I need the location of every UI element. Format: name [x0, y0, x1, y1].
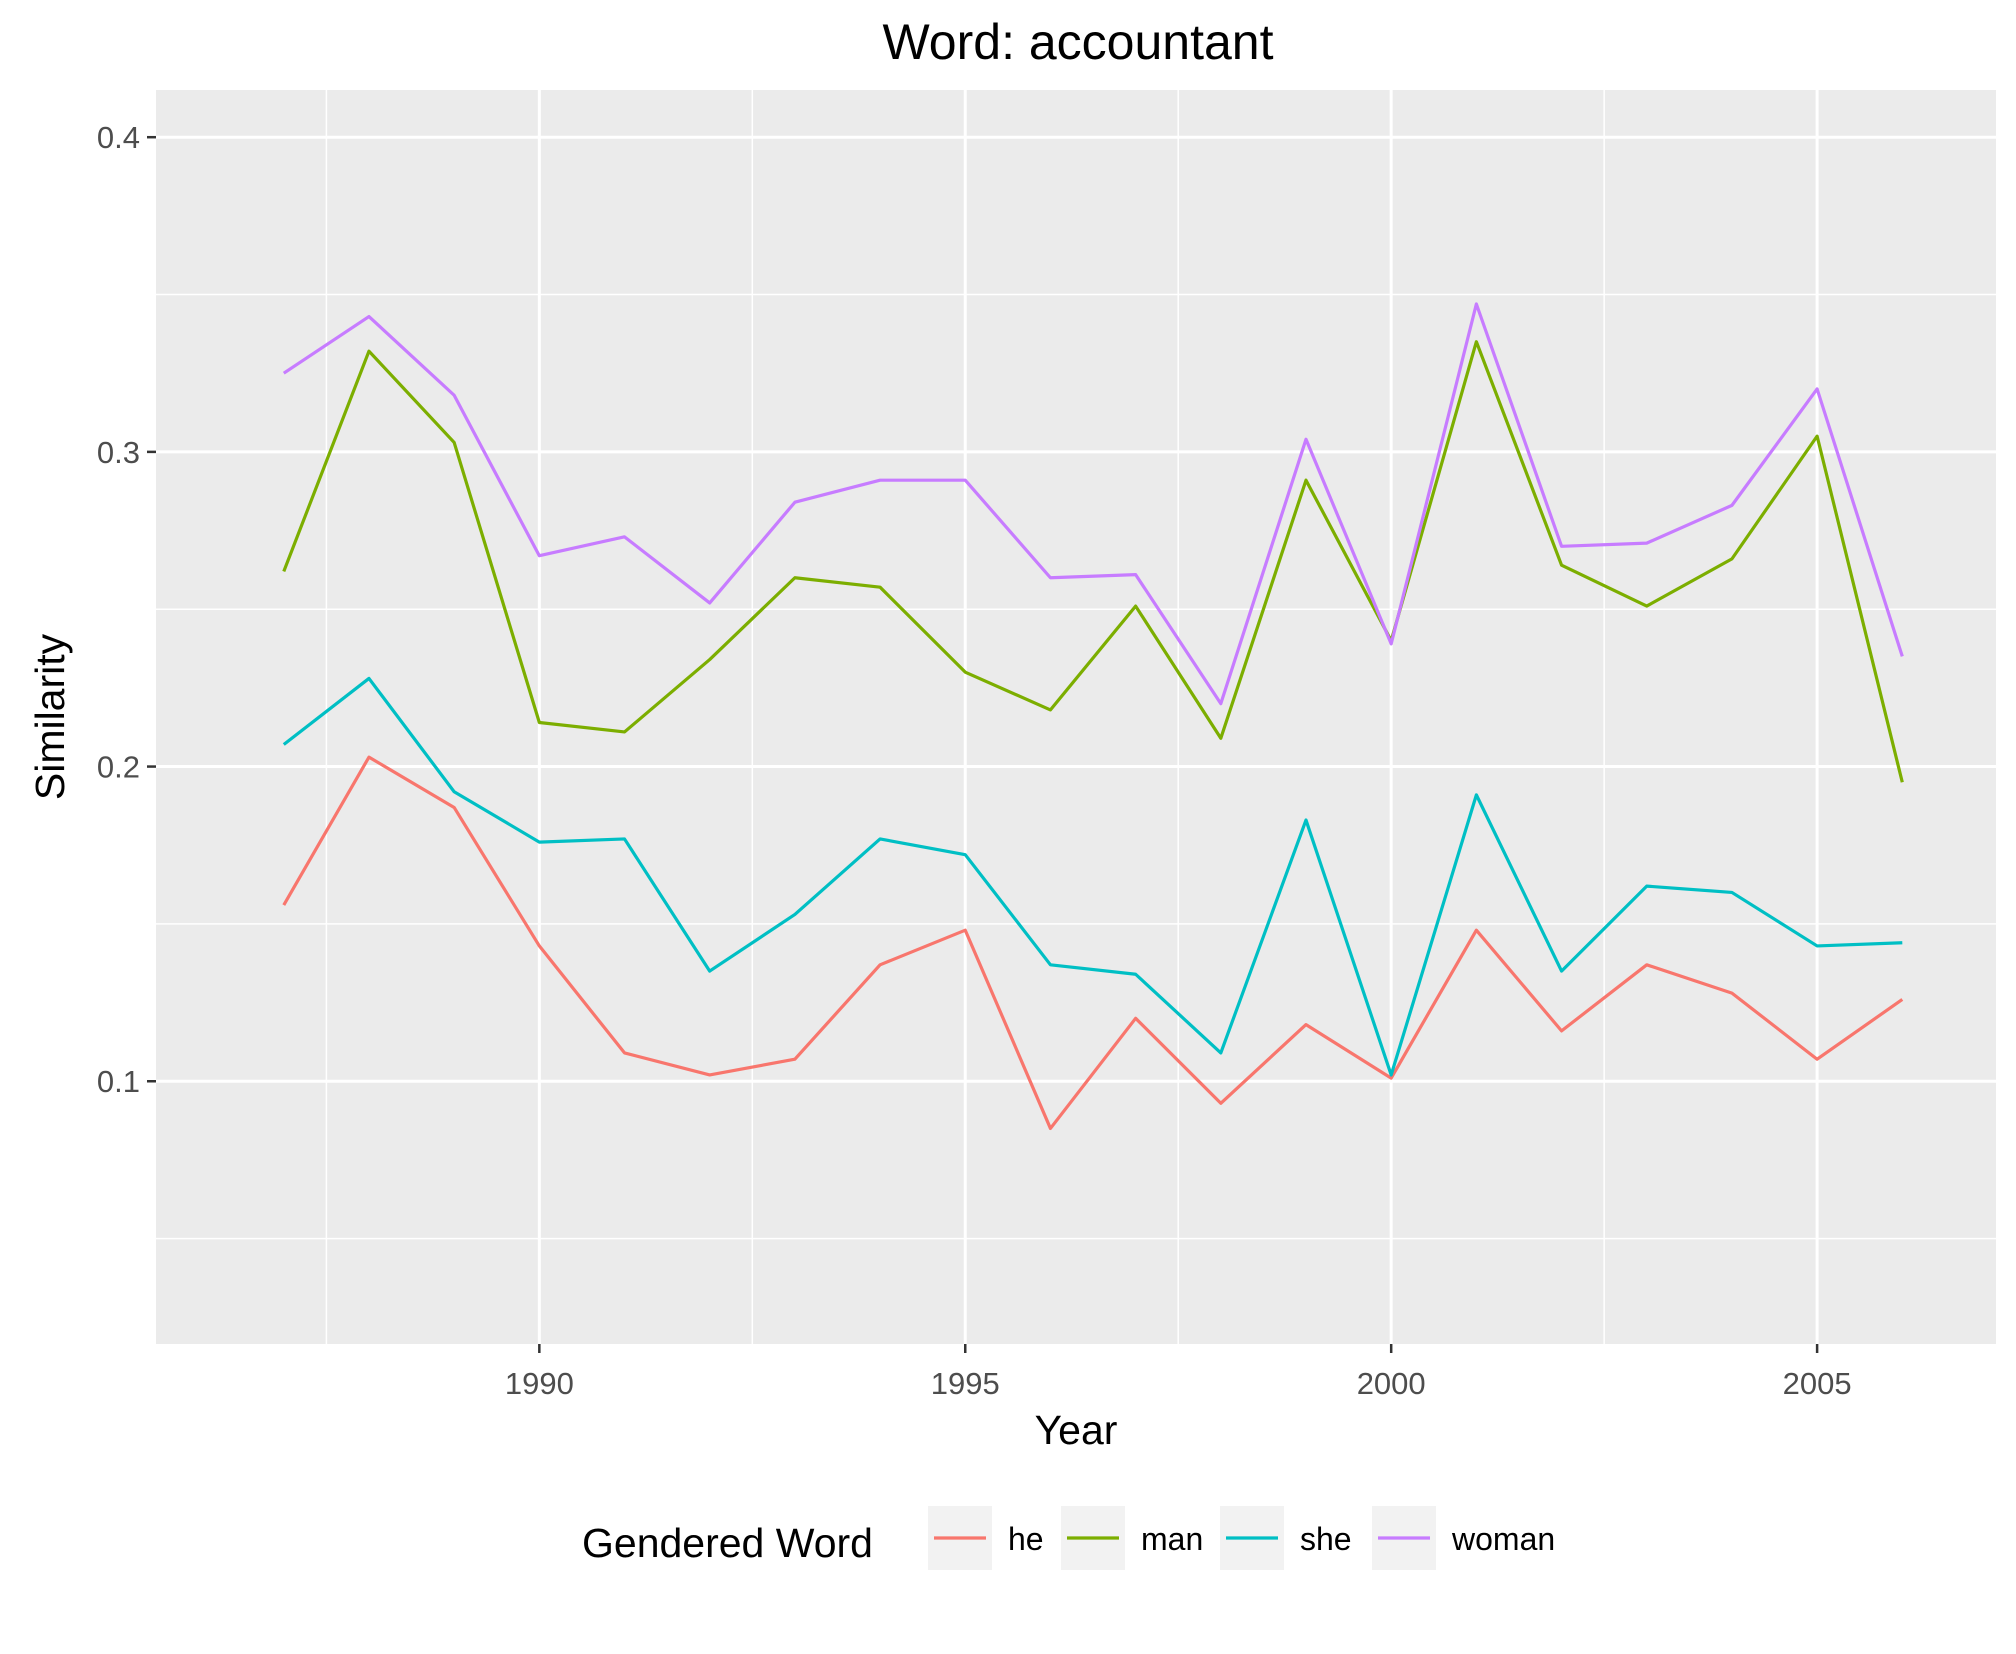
legend-title: Gendered Word	[582, 1520, 873, 1566]
x-tick-label: 1990	[505, 1366, 574, 1401]
legend-label-he: he	[1008, 1521, 1044, 1557]
legend-label-she: she	[1300, 1521, 1352, 1557]
y-tick-label: 0.3	[97, 435, 140, 470]
y-axis-title: Similarity	[27, 633, 73, 800]
series-line-she	[282, 676, 1903, 1077]
y-tick-label: 0.4	[97, 120, 140, 155]
legend-keys: he man she woman	[928, 1506, 1555, 1570]
series-line-he	[282, 755, 1904, 1131]
legend-label-woman: woman	[1451, 1521, 1555, 1557]
legend: Gendered Word he man she woman	[582, 1506, 1555, 1570]
legend-label-man: man	[1141, 1521, 1203, 1557]
minor-gridlines	[156, 90, 1996, 1344]
y-tick-label: 0.1	[97, 1064, 140, 1099]
x-tick-label: 2000	[1357, 1366, 1426, 1401]
x-tick-label: 1995	[931, 1366, 1000, 1401]
series-line-man	[282, 340, 1904, 783]
x-tick-label: 2005	[1783, 1366, 1852, 1401]
axis-ticks	[147, 135, 1819, 1353]
series-line-woman	[282, 302, 1904, 706]
y-tick-label: 0.2	[97, 750, 140, 785]
major-gridlines	[156, 90, 1996, 1344]
chart-title: Word: accountant	[883, 14, 1274, 70]
tick-labels: 0.1 0.2 0.3 0.4 1990 1995 2000 2005	[97, 120, 1852, 1401]
x-axis-title: Year	[1035, 1407, 1118, 1453]
series-lines	[282, 302, 1904, 1131]
plot-panel	[156, 90, 1996, 1344]
